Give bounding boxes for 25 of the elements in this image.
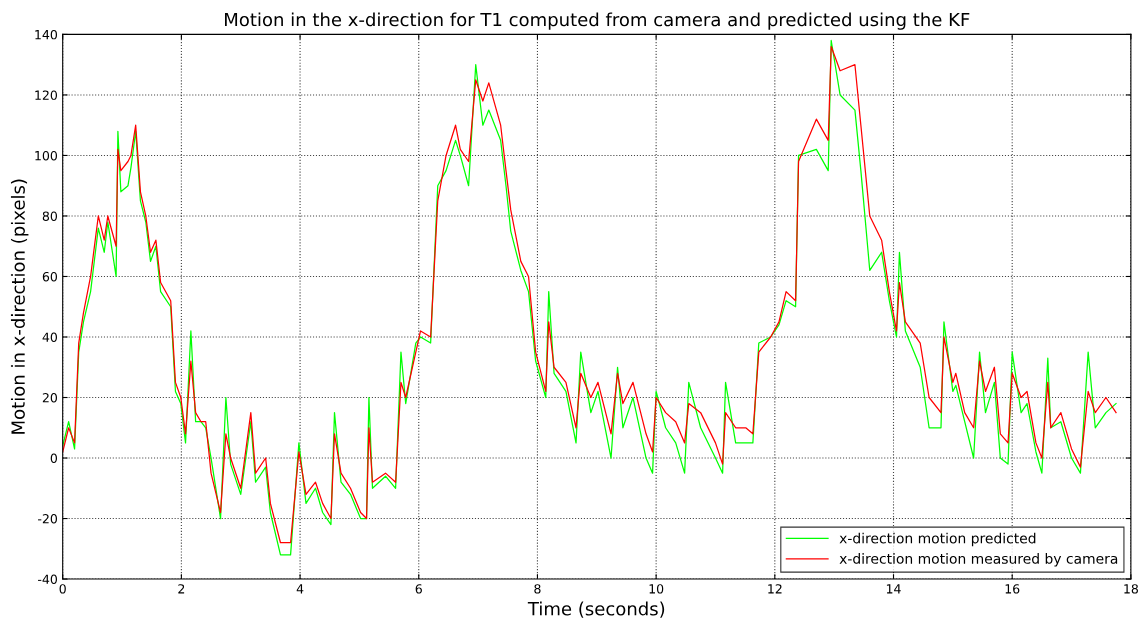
x-tick-label: 6	[415, 584, 422, 594]
legend-label: x-direction motion predicted	[839, 532, 1036, 547]
x-tick-label: 12	[768, 584, 782, 594]
y-tick-label: 40	[42, 332, 58, 342]
chart-title: Motion in the x-direction for T1 computed from camera and predicted using the KF	[225, 12, 970, 30]
x-tick-label: 8	[534, 584, 541, 594]
x-tick-label: 0	[59, 584, 66, 594]
y-tick-label: 100	[35, 150, 58, 161]
x-tick-label: 14	[886, 584, 901, 594]
x-tick-label: 18	[1124, 584, 1138, 594]
legend-label: x-direction motion measured by camera	[839, 553, 1118, 567]
y-tick-label: -40	[38, 574, 58, 584]
y-tick-label: 120	[35, 90, 58, 100]
y-tick-label: 80	[42, 211, 58, 221]
x-tick-label: 16	[1005, 584, 1020, 594]
y-tick-label: 20	[42, 392, 58, 403]
x-tick-label: 4	[296, 584, 304, 594]
y-axis-title: Motion in x-direction (pixels)	[10, 179, 29, 434]
y-tick-label: 0	[50, 453, 58, 463]
x-axis-title: Time (seconds)	[527, 601, 665, 618]
y-tick-label: -20	[38, 514, 58, 524]
x-tick-label: 10	[649, 584, 664, 594]
x-tick-label: 2	[178, 584, 185, 594]
y-tick-label: 140	[35, 29, 58, 40]
y-tick-label: 60	[42, 271, 58, 282]
